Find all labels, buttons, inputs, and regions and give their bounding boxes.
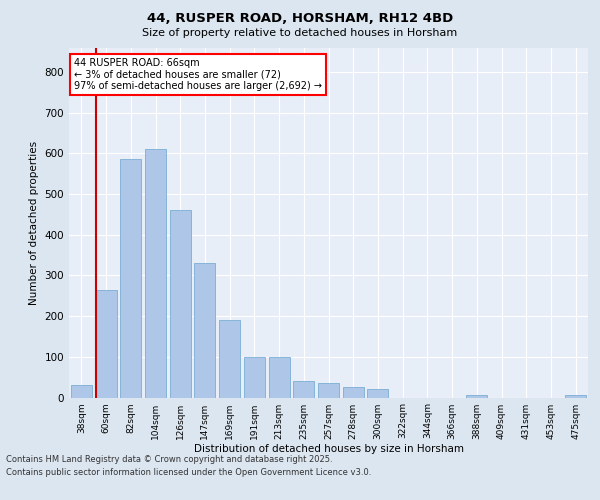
Bar (71, 386, 92, 398)
Bar (293, 381, 314, 398)
Text: Contains public sector information licensed under the Open Government Licence v3: Contains public sector information licen… (6, 468, 371, 477)
Bar (466, 396, 487, 398)
Text: Size of property relative to detached houses in Horsham: Size of property relative to detached ho… (142, 28, 458, 38)
Bar (194, 263, 215, 398)
Bar (318, 384, 339, 398)
Bar (244, 357, 265, 398)
Bar (367, 390, 388, 398)
Bar (219, 320, 240, 398)
Bar (170, 210, 191, 398)
Y-axis label: Number of detached properties: Number of detached properties (29, 140, 39, 304)
Bar (95, 290, 116, 398)
Text: 44 RUSPER ROAD: 66sqm
← 3% of detached houses are smaller (72)
97% of semi-detac: 44 RUSPER ROAD: 66sqm ← 3% of detached h… (74, 58, 322, 91)
Bar (343, 388, 364, 398)
Bar (120, 160, 141, 398)
Text: Contains HM Land Registry data © Crown copyright and database right 2025.: Contains HM Land Registry data © Crown c… (6, 456, 332, 464)
Text: 44, RUSPER ROAD, HORSHAM, RH12 4BD: 44, RUSPER ROAD, HORSHAM, RH12 4BD (147, 12, 453, 26)
X-axis label: Distribution of detached houses by size in Horsham: Distribution of detached houses by size … (193, 444, 464, 454)
Bar (269, 357, 290, 398)
Bar (565, 396, 586, 398)
Bar (145, 149, 166, 398)
